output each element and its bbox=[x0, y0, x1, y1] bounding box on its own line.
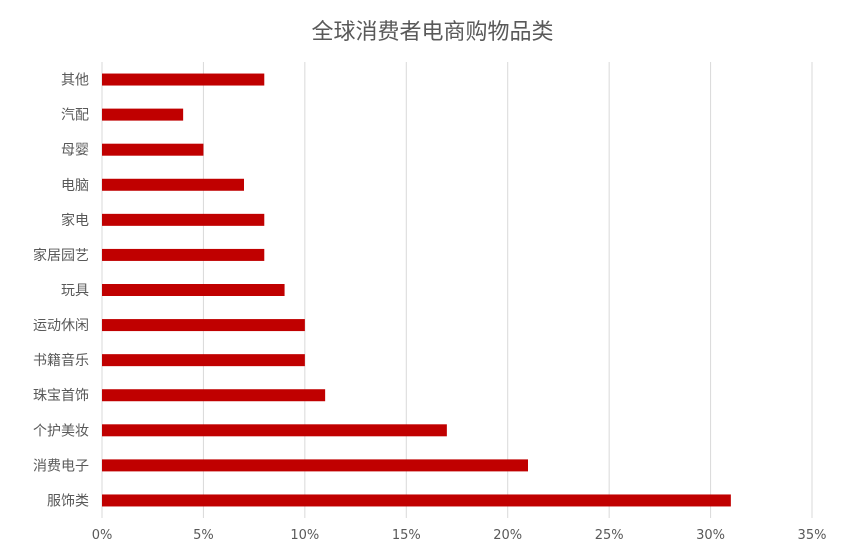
x-tick-label: 5% bbox=[193, 528, 214, 543]
bar bbox=[102, 354, 305, 367]
x-tick-labels: 0% 5% 10% 15% 20% 25% 30% 35% bbox=[92, 528, 827, 543]
x-tick-label: 25% bbox=[595, 528, 624, 543]
bar bbox=[102, 73, 265, 86]
bar bbox=[102, 178, 244, 191]
x-tick-label: 15% bbox=[392, 528, 421, 543]
category-label: 母婴 bbox=[61, 143, 89, 159]
category-label: 个护美妆 bbox=[33, 423, 89, 439]
bar bbox=[102, 424, 447, 437]
bar bbox=[102, 108, 184, 121]
category-label: 家电 bbox=[61, 212, 89, 229]
bar bbox=[102, 248, 265, 261]
category-label: 珠宝首饰 bbox=[33, 388, 89, 404]
bar bbox=[102, 459, 528, 472]
bars bbox=[102, 73, 731, 507]
category-label: 消费电子 bbox=[33, 458, 89, 474]
category-label: 家居园艺 bbox=[33, 247, 89, 264]
bar bbox=[102, 389, 326, 402]
x-tick-label: 10% bbox=[290, 528, 319, 543]
bar bbox=[102, 143, 204, 156]
x-tick-label: 30% bbox=[696, 528, 725, 543]
bar bbox=[102, 494, 731, 507]
category-label: 玩具 bbox=[61, 283, 89, 299]
bar bbox=[102, 319, 305, 332]
category-label: 服饰类 bbox=[47, 493, 89, 509]
x-tick-label: 0% bbox=[92, 528, 113, 543]
chart-title: 全球消费者电商购物品类 bbox=[311, 20, 554, 45]
bar bbox=[102, 213, 265, 226]
category-label: 汽配 bbox=[61, 108, 89, 124]
category-label: 其他 bbox=[61, 73, 89, 89]
category-label: 运动休闲 bbox=[33, 318, 89, 334]
x-tick-label: 20% bbox=[493, 528, 522, 543]
category-label: 书籍音乐 bbox=[33, 352, 89, 369]
x-tick-label: 35% bbox=[798, 528, 827, 543]
bar bbox=[102, 284, 285, 296]
category-label: 电脑 bbox=[61, 178, 89, 194]
